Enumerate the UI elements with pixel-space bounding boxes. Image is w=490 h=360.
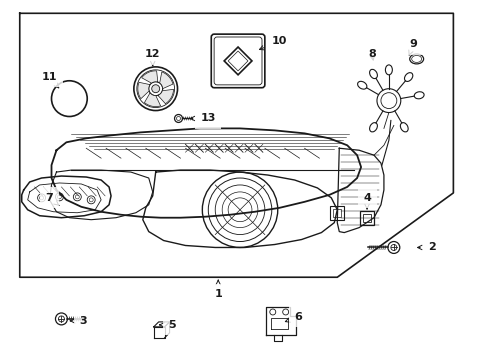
Bar <box>363 214 371 222</box>
Text: 12: 12 <box>145 49 160 66</box>
Text: 9: 9 <box>409 39 417 55</box>
Text: 7: 7 <box>46 193 59 206</box>
Text: 2: 2 <box>417 243 436 252</box>
Bar <box>333 209 341 217</box>
Text: 10: 10 <box>260 36 287 50</box>
Bar <box>330 206 344 220</box>
Text: 5: 5 <box>160 320 176 330</box>
Polygon shape <box>142 71 158 83</box>
Circle shape <box>152 85 160 93</box>
Text: 1: 1 <box>214 280 222 299</box>
Bar <box>360 211 374 225</box>
Text: 13: 13 <box>190 113 216 123</box>
Text: 8: 8 <box>368 49 376 60</box>
Polygon shape <box>138 82 150 99</box>
Text: 3: 3 <box>71 316 87 326</box>
Polygon shape <box>160 72 173 89</box>
Polygon shape <box>158 89 173 104</box>
Text: 11: 11 <box>42 72 59 88</box>
Text: 4: 4 <box>363 193 371 209</box>
Text: 6: 6 <box>285 312 302 322</box>
Polygon shape <box>145 93 161 107</box>
